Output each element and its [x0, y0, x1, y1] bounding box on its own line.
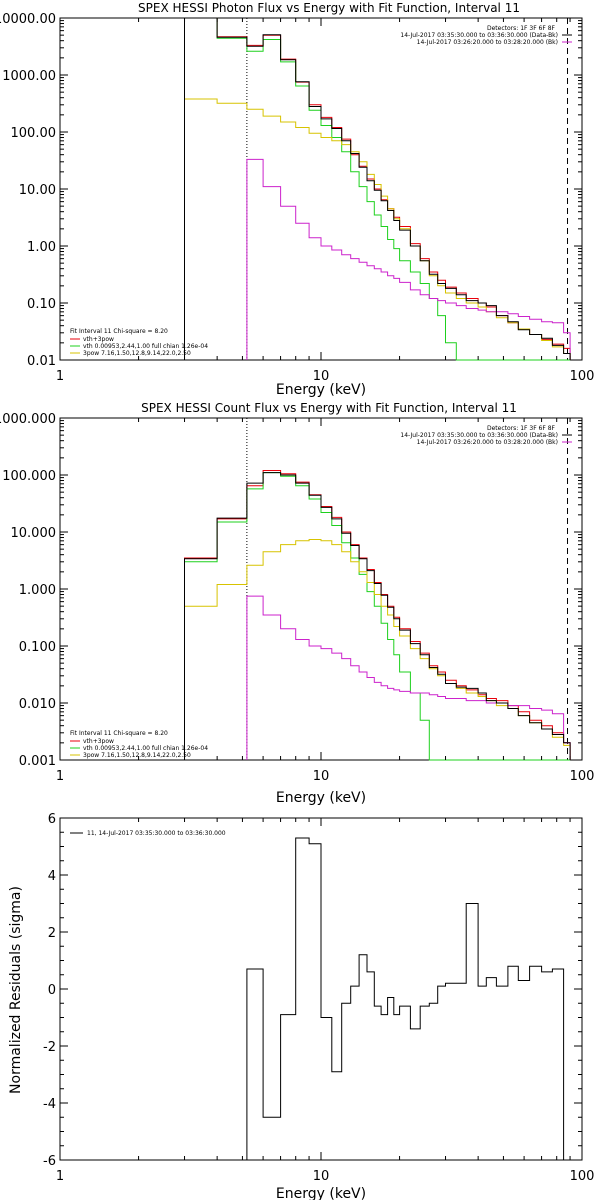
- y-tick-label: 2: [48, 926, 56, 941]
- count-data-bk-label: 14-Jul-2017 03:35:30.000 to 03:36:30.000…: [400, 432, 558, 439]
- count-flux-axes: 1 10 100 0.001 0.010 0.100 1.000 10.000 100.000 1…: [0, 412, 594, 784]
- y-tick-label: -4: [43, 1097, 56, 1112]
- x-tick-label: 100: [570, 369, 595, 384]
- photon-data-bk-label: 14-Jul-2017 03:35:30.000 to 03:36:30.000…: [400, 32, 558, 39]
- y-tick-label: 10000.00: [0, 12, 56, 27]
- residuals-legend: 11, 14-Jul-2017 03:35:30.000 to 03:36:30…: [70, 830, 226, 837]
- series-black-line: [246, 837, 565, 1160]
- residuals-panel: 1 10 100 -6 -4 -2 0 2 4 6 Energy (keV) Normalized…: [8, 812, 594, 1200]
- count-bk-label: 14-Jul-2017 03:26:20.000 to 03:28:20.000…: [417, 439, 558, 446]
- count-green-legend: vth 0.00953,2.44,1.00 full chian 1.26e-0…: [83, 745, 208, 752]
- residuals-legend-label: 11, 14-Jul-2017 03:35:30.000 to 03:36:30…: [87, 830, 226, 837]
- count-flux-title: SPEX HESSI Count Flux vs Energy with Fit…: [141, 401, 517, 415]
- series-black-line: [184, 17, 571, 360]
- series-green-line: [184, 17, 571, 361]
- photon-flux-xlabel: Energy (keV): [276, 382, 366, 398]
- photon-detectors-label: Detectors: 1F 3F 6F 8F: [487, 25, 556, 32]
- photon-flux-series: [184, 17, 571, 361]
- x-tick-label: 1: [56, 769, 64, 784]
- y-tick-label: 0.010: [19, 697, 56, 712]
- photon-flux-legend-topright: Detectors: 1F 3F 6F 8F 14-Jul-2017 03:35…: [400, 25, 572, 46]
- photon-flux-legend-bottomleft: Fit Interval 11 Chi-square = 8.20 vth+3p…: [70, 328, 208, 357]
- photon-flux-axes: 1 10 100 0.01 0.10 1.00 10.00 100.00 1000.00 1000…: [0, 12, 594, 384]
- y-tick-label: 1.000: [19, 583, 56, 598]
- y-tick-label: 1000.000: [0, 412, 56, 427]
- count-yellow-legend: 3pow 7.16,1.50,12.8,9.14,22.0,2.50: [83, 752, 191, 759]
- x-tick-label: 1: [56, 1169, 64, 1184]
- y-tick-label: 4: [48, 869, 56, 884]
- y-tick-label: 10.000: [11, 526, 57, 541]
- count-flux-legend-topright: Detectors: 1F 3F 6F 8F 14-Jul-2017 03:35…: [400, 425, 572, 446]
- residuals-axes: 1 10 100 -6 -4 -2 0 2 4 6: [43, 812, 594, 1184]
- x-tick-label: 100: [570, 769, 595, 784]
- series-red-line: [184, 17, 571, 360]
- series-magenta-line: [246, 595, 571, 760]
- series-black-line: [184, 472, 571, 760]
- series-magenta-line: [246, 158, 571, 360]
- photon-fit-interval-label: Fit Interval 11 Chi-square = 8.20: [70, 328, 168, 335]
- y-tick-label: 0.100: [19, 640, 56, 655]
- y-tick-label: 0.01: [27, 354, 56, 369]
- photon-flux-plot-frame: [59, 17, 583, 361]
- y-tick-label: -2: [43, 1040, 56, 1055]
- photon-yellow-legend: 3pow 7.16,1.50,12.8,9.14,22.0,2.50: [83, 350, 191, 357]
- series-red-line: [184, 470, 571, 760]
- residuals-xlabel: Energy (keV): [276, 1186, 366, 1200]
- y-tick-label: 100.00: [11, 126, 57, 141]
- count-flux-plot-frame: [59, 417, 583, 761]
- photon-green-legend: vth 0.00953,2.44,1.00 full chian 1.26e-0…: [83, 343, 208, 350]
- y-tick-label: 1.00: [27, 240, 56, 255]
- y-tick-label: 0: [48, 983, 56, 998]
- x-tick-label: 10: [313, 769, 330, 784]
- y-tick-label: 10.00: [19, 183, 56, 198]
- count-fit-interval-label: Fit Interval 11 Chi-square = 8.20: [70, 730, 168, 737]
- residuals-ylabel: Normalized Residuals (sigma): [8, 886, 24, 1094]
- count-flux-series: [184, 418, 571, 761]
- count-red-legend: vth+3pow: [83, 738, 114, 745]
- series-yellow-line: [184, 539, 571, 760]
- y-tick-label: 0.001: [19, 754, 56, 769]
- photon-flux-panel: SPEX HESSI Photon Flux vs Energy with Fi…: [0, 1, 594, 398]
- x-tick-label: 1: [56, 369, 64, 384]
- y-tick-label: 0.10: [27, 297, 56, 312]
- series-yellow-line: [184, 98, 571, 360]
- x-tick-label: 10: [313, 369, 330, 384]
- photon-flux-title: SPEX HESSI Photon Flux vs Energy with Fi…: [138, 1, 520, 15]
- residuals-series: [246, 837, 565, 1160]
- photon-bk-label: 14-Jul-2017 03:26:20.000 to 03:28:20.000…: [417, 39, 558, 46]
- y-tick-label: 100.000: [2, 469, 56, 484]
- count-flux-xlabel: Energy (keV): [276, 790, 366, 806]
- count-flux-panel: SPEX HESSI Count Flux vs Energy with Fit…: [0, 401, 594, 806]
- x-tick-label: 10: [313, 1169, 330, 1184]
- series-green-line: [184, 472, 571, 761]
- count-flux-legend-bottomleft: Fit Interval 11 Chi-square = 8.20 vth+3p…: [70, 730, 208, 759]
- x-tick-label: 100: [570, 1169, 595, 1184]
- count-detectors-label: Detectors: 1F 3F 6F 8F: [487, 425, 556, 432]
- y-tick-label: 1000.00: [2, 69, 56, 84]
- photon-red-legend: vth+3pow: [83, 336, 114, 343]
- y-tick-label: 6: [48, 812, 56, 827]
- y-tick-label: -6: [43, 1154, 56, 1169]
